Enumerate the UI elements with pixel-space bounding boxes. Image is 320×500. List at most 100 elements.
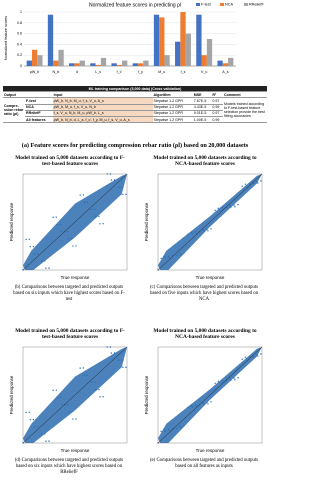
scatter-plot: True response Predicted response <box>9 173 128 280</box>
point-cloud-dot <box>218 209 221 211</box>
bar-chart: Normalized feature scores in predicting … <box>4 2 264 74</box>
point-cloud-dot <box>72 245 74 247</box>
point-cloud-dot <box>32 418 35 421</box>
bar <box>100 57 107 66</box>
point-cloud-dot <box>67 230 69 233</box>
table-cell: 7.67E-5 <box>192 97 212 105</box>
point-cloud-dot <box>117 186 120 188</box>
point-cloud-dot <box>245 358 248 360</box>
bar <box>137 63 144 66</box>
point-cloud-dot <box>194 404 197 406</box>
point-cloud-dot <box>45 440 47 442</box>
chart-title: Normalized feature scores in predicting … <box>89 2 181 8</box>
point-cloud-dot <box>75 418 77 420</box>
diagonal <box>157 173 263 271</box>
point-cloud-dot <box>210 228 212 230</box>
point-cloud-dot <box>217 207 220 209</box>
legend-swatch <box>220 3 224 6</box>
point-cloud-dot <box>207 403 209 405</box>
point-cloud-dot <box>68 238 70 240</box>
y-axis-label: Predicted response <box>144 202 149 241</box>
point-cloud-dot <box>60 404 63 406</box>
point-cloud-dot <box>52 216 54 218</box>
panel-title: Model trained on 5,000 datasets accordin… <box>153 155 257 168</box>
bar <box>206 39 213 66</box>
point-cloud-dot <box>71 411 73 413</box>
scatter-plot: True response Predicted response <box>144 173 263 280</box>
table-cell: ρW_b, M_u, f_s, V_u, N_b <box>52 104 153 111</box>
point-cloud-dot <box>241 358 243 360</box>
point-cloud-dot <box>230 379 232 381</box>
point-cloud-dot <box>68 411 70 413</box>
point-cloud-dot <box>233 204 235 206</box>
legend-label: RReliefF <box>249 3 264 7</box>
point-cloud-dot <box>48 440 50 442</box>
table-cell: All features <box>25 116 53 124</box>
panel-title: Model trained on 5,000 datasets accordin… <box>153 328 257 341</box>
x-tick-label: M_u <box>158 70 165 74</box>
column-header: R² <box>211 91 223 99</box>
y-tick-label: 0.2 <box>17 53 22 57</box>
x-tick-label: f_s <box>181 70 186 74</box>
bar <box>26 60 32 66</box>
y-axis-label: Predicted response <box>144 375 149 414</box>
bar <box>217 60 223 66</box>
table-cell: NCA <box>25 104 53 111</box>
bar <box>180 12 186 66</box>
point-cloud-dot <box>167 428 170 430</box>
point-cloud-dot <box>217 380 220 382</box>
point-cloud-dot <box>230 206 232 208</box>
column-header: Comment <box>223 91 267 99</box>
point-cloud-dot <box>248 356 251 358</box>
point-cloud-dot <box>214 382 216 384</box>
point-cloud-dot <box>203 230 205 232</box>
point-cloud-dot <box>36 426 39 428</box>
point-cloud-dot <box>94 381 96 383</box>
point-cloud-dot <box>194 231 197 233</box>
point-cloud-dot <box>190 404 192 407</box>
point-cloud-dot <box>109 346 112 348</box>
point-cloud-dot <box>257 182 259 184</box>
y-axis-label: Predicted response <box>9 202 14 241</box>
point-cloud-dot <box>187 406 189 409</box>
point-cloud-dot <box>98 215 100 218</box>
results-table: ML training comparison (5,000 data) (Cro… <box>3 86 267 124</box>
point-cloud-dot <box>75 245 77 247</box>
x-tick-label: A_s <box>222 70 228 74</box>
column-header: Input <box>52 91 153 99</box>
point-cloud-dot <box>221 207 224 209</box>
bar <box>159 17 165 66</box>
point-cloud-dot <box>160 430 162 433</box>
point-cloud-dot <box>168 430 171 432</box>
point-cloud-dot <box>59 223 62 226</box>
point-cloud-dot <box>187 233 189 236</box>
y-tick-label: 0 <box>20 64 22 68</box>
point-cloud-dot <box>95 388 97 391</box>
diagonal <box>22 346 128 444</box>
table-cell: Stepwise 1.2 GPR <box>152 116 193 124</box>
point-cloud-dot <box>252 182 255 185</box>
point-cloud-dot <box>56 223 59 226</box>
table-row: Compre-ssion rebar ratio (ρl) F-test ρW_b,… <box>3 97 267 124</box>
point-cloud-dot <box>190 231 192 234</box>
y-tick-label: 0.6 <box>17 32 22 36</box>
point-cloud-dot <box>110 352 113 354</box>
point-cloud-dot <box>168 257 171 259</box>
output-cell: Compre-ssion rebar ratio (ρl) <box>3 97 25 124</box>
x-tick-label: f_c' <box>117 70 123 74</box>
point-cloud-dot <box>221 380 224 382</box>
point-cloud-dot <box>83 201 86 204</box>
point-cloud-dot <box>176 427 178 430</box>
bar <box>164 55 170 66</box>
point-cloud-dot <box>164 257 166 259</box>
point-cloud-dot <box>110 179 113 181</box>
x-tick-label: d <box>76 70 78 74</box>
bar <box>95 64 101 66</box>
point-cloud-dot <box>29 418 31 421</box>
point-cloud-dot <box>163 428 165 431</box>
point-cloud-dot <box>122 193 124 196</box>
bar <box>132 63 138 66</box>
point-cloud-dot <box>41 260 43 262</box>
point-cloud-dot <box>113 179 116 181</box>
table-cell: F-test <box>25 97 53 105</box>
